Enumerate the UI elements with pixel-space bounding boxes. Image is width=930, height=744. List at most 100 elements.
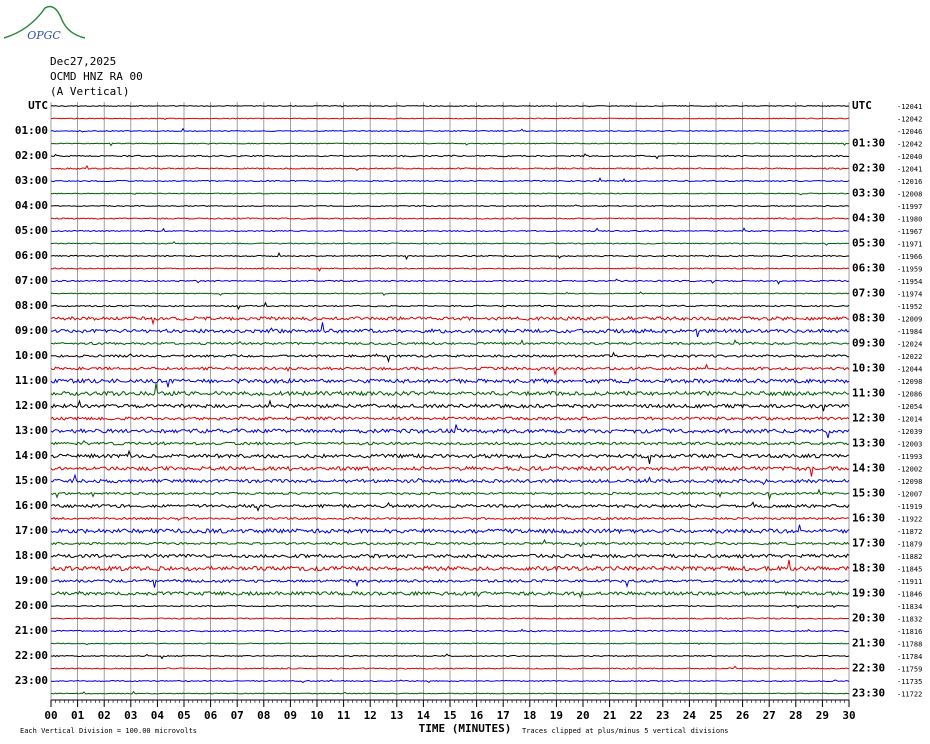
x-tick-label: 21	[603, 709, 617, 722]
trace	[50, 164, 850, 171]
row-value: -12040	[897, 153, 922, 161]
x-tick-label: 24	[683, 709, 697, 722]
row-value: -12003	[897, 441, 922, 449]
row-label-left: 11:00	[15, 374, 48, 387]
trace	[50, 449, 850, 464]
trace	[50, 465, 850, 477]
x-tick-label: 12	[364, 709, 377, 722]
trace	[51, 241, 849, 246]
logo-curve	[3, 5, 86, 39]
row-label-right: 12:30	[852, 412, 885, 425]
row-value: -12007	[897, 491, 922, 499]
trace	[50, 315, 850, 326]
row-label-left: 17:00	[15, 524, 48, 537]
trace	[50, 590, 850, 599]
row-value: -11879	[897, 541, 922, 549]
trace	[51, 301, 850, 311]
row-label-right: UTC	[852, 99, 872, 112]
trace	[50, 416, 850, 421]
row-label-left: 23:00	[15, 674, 48, 687]
row-value: -11967	[897, 228, 922, 236]
x-tick-label: 02	[98, 709, 111, 722]
trace	[50, 399, 850, 412]
x-axis-title: TIME (MINUTES)	[419, 722, 512, 735]
x-tick-label: 05	[177, 709, 190, 722]
x-tick-label: 01	[71, 709, 85, 722]
row-value: -11722	[897, 691, 922, 699]
row-value: -12009	[897, 316, 922, 324]
trace	[50, 117, 850, 121]
row-value: -11952	[897, 303, 922, 311]
x-tick-label: 13	[390, 709, 403, 722]
logo: OPGC	[27, 29, 61, 42]
x-tick-label: 26	[736, 709, 750, 722]
trace	[50, 524, 850, 535]
x-tick-label: 09	[284, 709, 297, 722]
trace	[50, 690, 850, 695]
row-label-left: 15:00	[15, 474, 48, 487]
row-value: -12098	[897, 378, 922, 386]
trace	[50, 642, 850, 646]
trace	[50, 516, 850, 521]
trace	[50, 142, 850, 147]
x-tick-label: 29	[816, 709, 829, 722]
x-tick-label: 16	[470, 709, 484, 722]
trace	[50, 291, 850, 296]
row-value: -12022	[897, 353, 922, 361]
row-label-right: 07:30	[852, 287, 885, 300]
row-value: -11834	[897, 603, 922, 611]
row-value: -11845	[897, 566, 922, 574]
row-label-right: 10:30	[852, 362, 885, 375]
trace	[50, 424, 850, 439]
row-value: -12041	[897, 103, 922, 111]
scale-note: Each Vertical Division = 100.00 microvol…	[20, 727, 197, 735]
row-label-right: 05:30	[852, 237, 885, 250]
trace	[50, 153, 850, 160]
row-value: -12014	[897, 416, 922, 424]
row-label-right: 14:30	[852, 462, 885, 475]
row-value: -11872	[897, 528, 922, 536]
x-tick-label: 06	[204, 709, 218, 722]
row-value: -12002	[897, 466, 922, 474]
row-label-left: 12:00	[15, 399, 48, 412]
trace	[50, 604, 850, 609]
row-value: -11846	[897, 591, 922, 599]
row-label-right: 09:30	[852, 337, 885, 350]
row-label-left: 21:00	[15, 624, 48, 637]
row-value: -11997	[897, 203, 922, 211]
row-label-left: 18:00	[15, 549, 48, 562]
trace	[50, 538, 850, 548]
row-label-right: 21:30	[852, 637, 885, 650]
trace	[50, 278, 850, 285]
row-value: -12046	[897, 128, 922, 136]
row-label-left: 09:00	[15, 324, 48, 337]
row-label-right: 03:30	[852, 187, 885, 200]
row-label-left: 01:00	[15, 124, 48, 137]
row-label-left: 20:00	[15, 599, 48, 612]
trace	[50, 617, 849, 620]
trace	[50, 351, 849, 364]
x-tick-label: 20	[576, 709, 589, 722]
row-value: -11974	[897, 291, 922, 299]
trace	[50, 488, 850, 501]
x-tick-label: 19	[550, 709, 563, 722]
row-value: -11922	[897, 516, 922, 524]
row-label-left: 07:00	[15, 274, 48, 287]
x-tick-label: 28	[789, 709, 802, 722]
row-value: -12039	[897, 428, 922, 436]
row-value: -11919	[897, 503, 922, 511]
row-label-right: 15:30	[852, 487, 885, 500]
x-tick-label: 27	[763, 709, 776, 722]
row-label-left: 14:00	[15, 449, 48, 462]
row-label-right: 08:30	[852, 312, 885, 325]
x-tick-label: 00	[44, 709, 57, 722]
row-value: -12044	[897, 366, 922, 374]
row-value: -11788	[897, 641, 922, 649]
row-label-left: UTC	[28, 99, 48, 112]
x-tick-label: 04	[151, 709, 165, 722]
x-tick-label: 15	[443, 709, 456, 722]
trace	[50, 204, 850, 208]
row-value: -12042	[897, 116, 922, 124]
row-value: -11816	[897, 628, 922, 636]
